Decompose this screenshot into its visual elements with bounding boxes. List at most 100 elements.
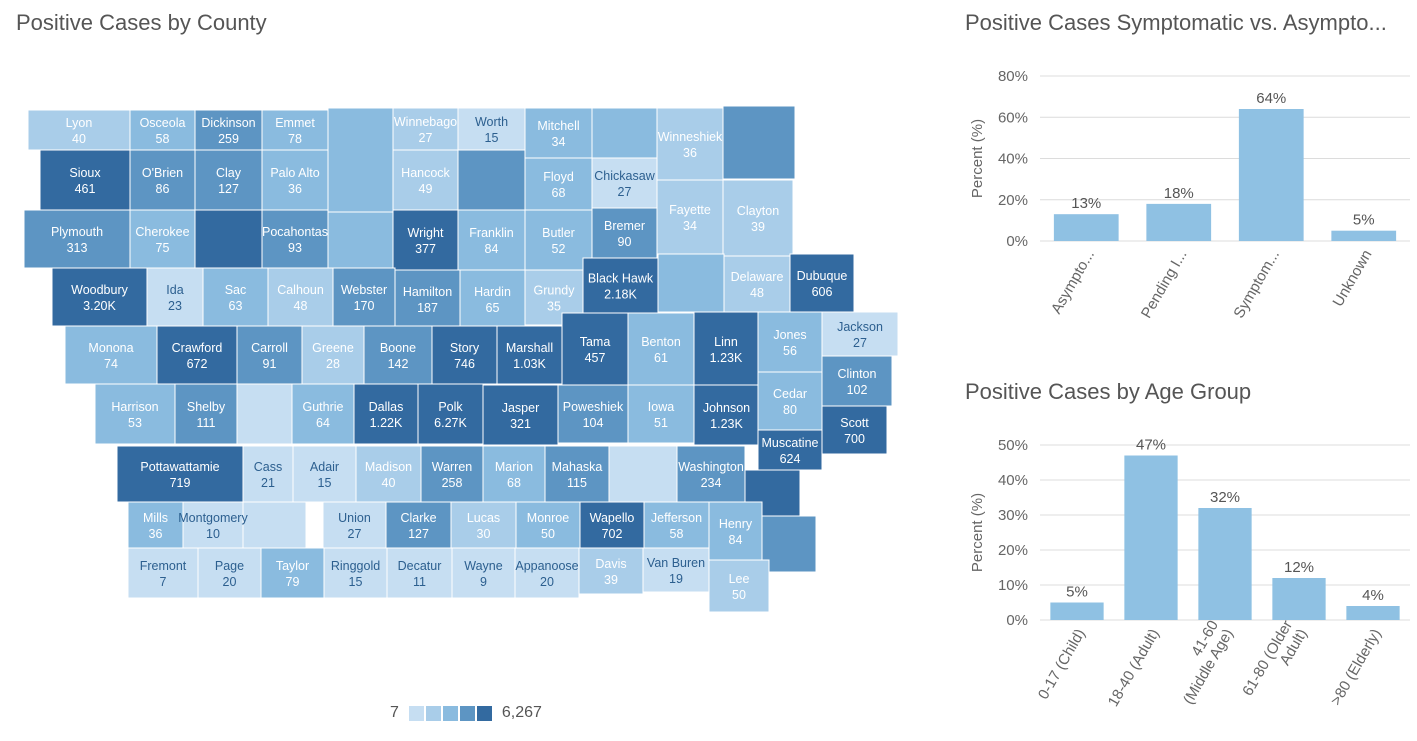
county-marshall[interactable]	[496, 325, 563, 385]
county-chickasaw[interactable]	[591, 157, 658, 209]
county-adams[interactable]	[242, 501, 307, 549]
county-mitchell[interactable]	[524, 107, 593, 159]
bar[interactable]	[1124, 455, 1178, 621]
county-floyd[interactable]	[524, 157, 593, 211]
county-clay[interactable]	[194, 149, 263, 211]
county-poweshiek[interactable]	[557, 384, 629, 444]
county-howard[interactable]	[591, 107, 658, 159]
county-davis[interactable]	[578, 547, 644, 595]
county-ida[interactable]	[146, 267, 204, 327]
county-lucas[interactable]	[450, 501, 517, 549]
county-wapello[interactable]	[579, 501, 645, 549]
county-dickinson[interactable]	[194, 109, 263, 151]
county-kossuth[interactable]	[327, 107, 394, 213]
county-linn[interactable]	[693, 311, 759, 387]
county-sioux[interactable]	[39, 149, 131, 211]
bar[interactable]	[1053, 214, 1119, 241]
county-plymouth[interactable]	[23, 209, 131, 269]
county-woodbury[interactable]	[51, 267, 148, 327]
county-palo-alto[interactable]	[261, 149, 329, 211]
county-cedar[interactable]	[757, 371, 823, 431]
county-wayne[interactable]	[451, 547, 516, 599]
bar[interactable]	[1146, 203, 1212, 241]
county-o-brien[interactable]	[129, 149, 196, 211]
bar[interactable]	[1238, 109, 1304, 241]
county-dallas[interactable]	[353, 383, 419, 445]
county-greene[interactable]	[301, 325, 365, 385]
county-dubuque[interactable]	[789, 253, 855, 313]
county-van-buren[interactable]	[642, 547, 710, 593]
county-clarke[interactable]	[385, 501, 452, 549]
county-appanoose[interactable]	[514, 547, 580, 599]
county-monona[interactable]	[64, 325, 158, 385]
county-tama[interactable]	[561, 312, 629, 386]
county-mahaska[interactable]	[544, 445, 610, 503]
county-winneshiek[interactable]	[656, 107, 724, 181]
county-pocahontas[interactable]	[261, 209, 329, 269]
county-jackson[interactable]	[821, 311, 899, 357]
county-cass[interactable]	[242, 445, 294, 503]
county-adair[interactable]	[292, 445, 357, 503]
county-story[interactable]	[431, 325, 498, 385]
bar[interactable]	[1198, 508, 1252, 620]
county-decatur[interactable]	[386, 547, 453, 599]
county-hardin[interactable]	[459, 269, 526, 329]
county-fremont[interactable]	[127, 547, 199, 599]
county-mills[interactable]	[127, 501, 184, 549]
county-montgomery[interactable]	[182, 501, 244, 549]
county-iowa[interactable]	[627, 384, 695, 444]
county-crawford[interactable]	[156, 325, 238, 385]
bar[interactable]	[1050, 602, 1104, 621]
county-audubon[interactable]	[236, 383, 293, 445]
county-polk[interactable]	[417, 383, 484, 445]
county-warren[interactable]	[420, 445, 484, 503]
county-clayton[interactable]	[722, 179, 794, 257]
county-delaware[interactable]	[723, 255, 791, 313]
county-black-hawk[interactable]	[582, 257, 659, 314]
county-madison[interactable]	[355, 445, 422, 503]
county-muscatine[interactable]	[757, 429, 823, 471]
county-keokuk[interactable]	[608, 445, 678, 503]
county-washington[interactable]	[676, 445, 746, 503]
county-scott[interactable]	[821, 405, 888, 455]
county-franklin[interactable]	[457, 209, 526, 271]
county-fayette[interactable]	[656, 179, 724, 255]
county-jones[interactable]	[757, 311, 823, 373]
county-johnson[interactable]	[693, 384, 760, 446]
county-butler[interactable]	[524, 209, 593, 271]
county-benton[interactable]	[627, 312, 695, 386]
county-boone[interactable]	[363, 325, 433, 385]
county-henry[interactable]	[708, 501, 763, 561]
county-monroe[interactable]	[515, 501, 581, 549]
county-guthrie[interactable]	[291, 383, 355, 445]
county-clinton[interactable]	[821, 355, 893, 407]
county-lyon[interactable]	[27, 109, 131, 151]
county-hancock[interactable]	[392, 149, 459, 211]
county-cerro-gordo[interactable]	[457, 149, 526, 211]
county-humboldt[interactable]	[327, 211, 394, 269]
county-harrison[interactable]	[94, 383, 176, 445]
county-buchanan[interactable]	[657, 253, 725, 313]
county-bremer[interactable]	[591, 207, 658, 259]
county-marion[interactable]	[482, 445, 546, 503]
county-buena-vista[interactable]	[194, 209, 263, 269]
bar[interactable]	[1272, 578, 1326, 620]
county-lee[interactable]	[708, 559, 770, 613]
county-jasper[interactable]	[482, 384, 559, 446]
county-wright[interactable]	[392, 209, 459, 271]
county-osceola[interactable]	[129, 109, 196, 151]
bar[interactable]	[1346, 606, 1400, 620]
county-ringgold[interactable]	[323, 547, 388, 599]
county-sac[interactable]	[202, 267, 269, 327]
county-allamakee[interactable]	[722, 105, 796, 180]
county-pottawattamie[interactable]	[116, 445, 244, 503]
county-hamilton[interactable]	[394, 269, 461, 329]
county-union[interactable]	[322, 501, 387, 549]
county-cherokee[interactable]	[129, 209, 196, 269]
bar[interactable]	[1331, 230, 1397, 241]
county-shelby[interactable]	[174, 383, 238, 445]
county-jefferson[interactable]	[643, 501, 710, 549]
county-des-moines[interactable]	[761, 515, 817, 573]
county-webster[interactable]	[332, 267, 396, 327]
county-calhoun[interactable]	[267, 267, 334, 327]
